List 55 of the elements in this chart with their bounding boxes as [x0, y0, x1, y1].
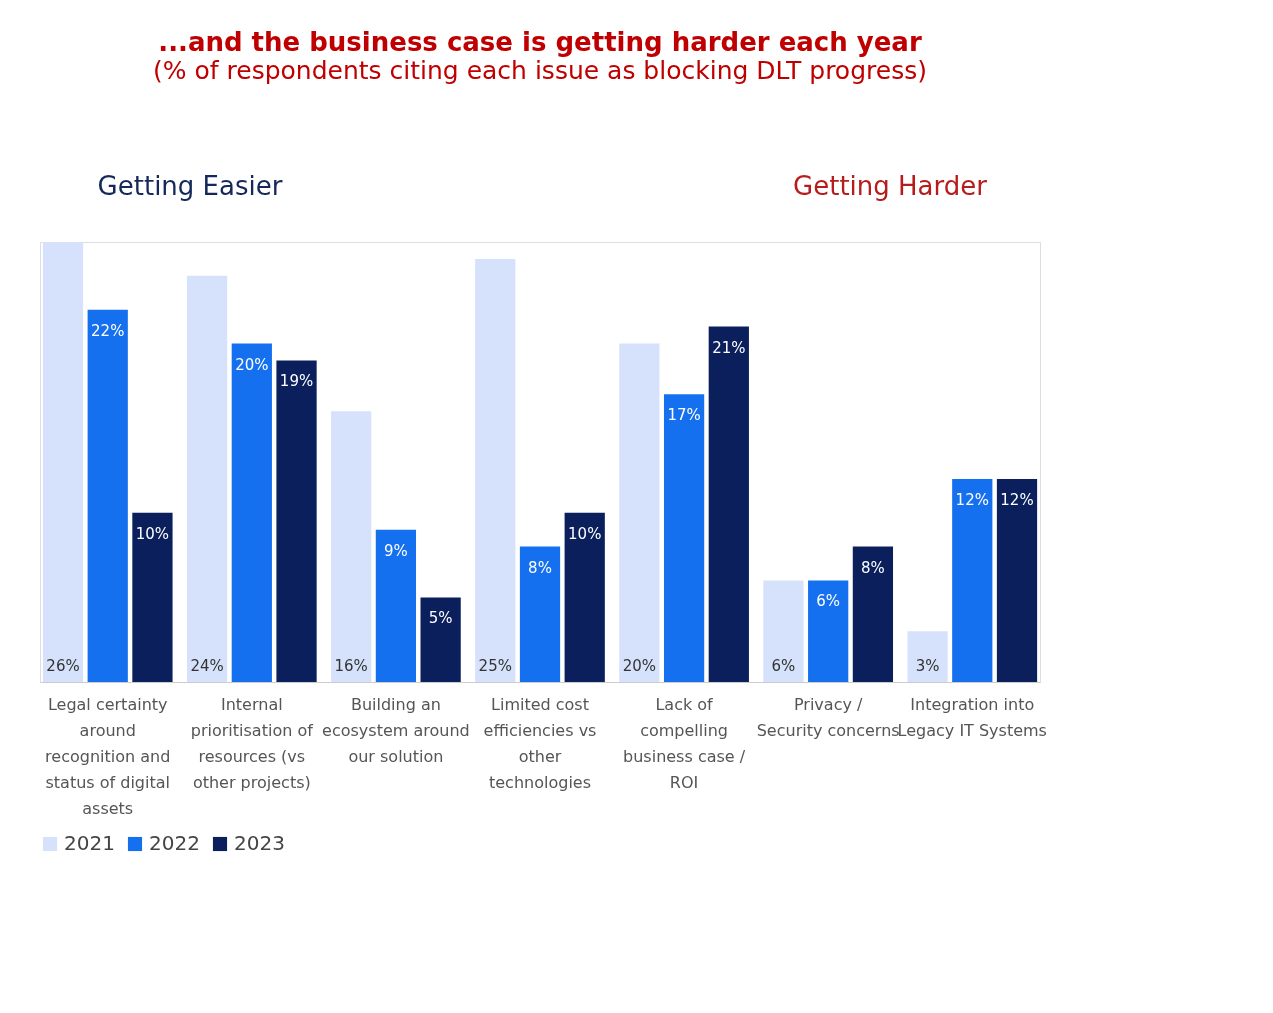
data-label: 12% [955, 490, 989, 509]
data-label: 3% [915, 657, 940, 675]
data-label: 6% [816, 592, 841, 611]
chart-title: ...and the business case is getting harder each year [158, 27, 922, 57]
bar [564, 512, 605, 682]
bar [996, 478, 1038, 682]
data-label: 10% [568, 524, 602, 543]
bar [519, 546, 561, 682]
bar [852, 546, 894, 682]
x-tick-label: Privacy / Security concerns [756, 694, 900, 740]
bar [763, 580, 804, 682]
legend-label: 2021 [64, 831, 115, 855]
data-label: 16% [334, 657, 368, 675]
data-label: 24% [190, 657, 224, 675]
bar [952, 478, 993, 682]
bar [87, 309, 128, 682]
bar [475, 258, 516, 682]
bar [619, 343, 660, 682]
data-label: 26% [46, 657, 80, 675]
data-label: 6% [771, 657, 796, 675]
bar [331, 411, 372, 682]
bar [708, 326, 749, 682]
x-tick-label: Limited cost efficiencies vs other technologies [483, 694, 597, 792]
legend-label: 2022 [149, 831, 200, 855]
bar [907, 631, 948, 682]
data-label: 22% [91, 321, 125, 340]
data-label: 20% [235, 355, 269, 374]
bar [132, 512, 173, 682]
bar [375, 529, 417, 682]
bar [663, 394, 705, 682]
x-tick-label: Building an ecosystem around our solution [322, 694, 470, 766]
data-label: 20% [622, 657, 657, 675]
data-label: 10% [135, 524, 170, 543]
data-label: 8% [528, 558, 552, 577]
legend-label: 2023 [234, 831, 285, 855]
bar [420, 597, 461, 682]
data-label: 21% [712, 338, 746, 357]
bar [276, 360, 317, 682]
data-label: 17% [667, 406, 701, 425]
bar [186, 275, 228, 682]
data-label: 9% [384, 541, 408, 560]
x-tick-label: Legal certainty around recognition and status of digital assets [45, 694, 171, 818]
bar [808, 580, 849, 682]
data-label: 25% [478, 657, 512, 675]
bar [42, 242, 84, 682]
data-label: 12% [1000, 490, 1034, 509]
x-tick-label: Lack of compelling business case / ROI [623, 694, 746, 792]
chart-subtitle: (% of respondents citing each issue as blocking DLT progress) [153, 56, 927, 85]
data-label: 8% [861, 558, 885, 577]
bar [231, 343, 272, 682]
x-tick-label: Internal prioritisation of resources (vs other projects) [190, 694, 314, 792]
data-label: 5% [428, 609, 453, 628]
text: Getting Easier [97, 171, 283, 201]
text: Getting Harder [793, 171, 988, 201]
data-label: 19% [279, 372, 314, 391]
